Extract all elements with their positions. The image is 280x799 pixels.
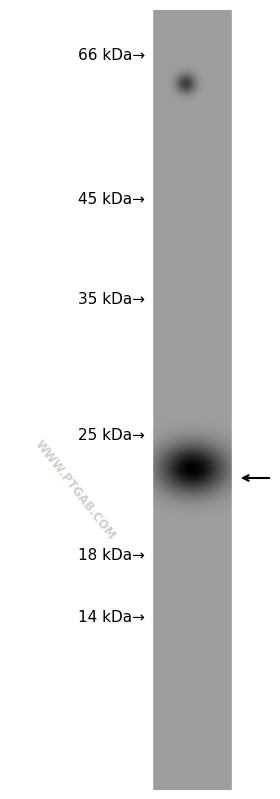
Text: 25 kDa→: 25 kDa→ xyxy=(78,427,145,443)
Text: 45 kDa→: 45 kDa→ xyxy=(78,193,145,208)
Text: 35 kDa→: 35 kDa→ xyxy=(78,292,145,308)
Text: WWW.PTGAB.COM: WWW.PTGAB.COM xyxy=(32,438,118,543)
Text: 14 kDa→: 14 kDa→ xyxy=(78,610,145,626)
Text: 18 kDa→: 18 kDa→ xyxy=(78,547,145,562)
Text: 66 kDa→: 66 kDa→ xyxy=(78,47,145,62)
